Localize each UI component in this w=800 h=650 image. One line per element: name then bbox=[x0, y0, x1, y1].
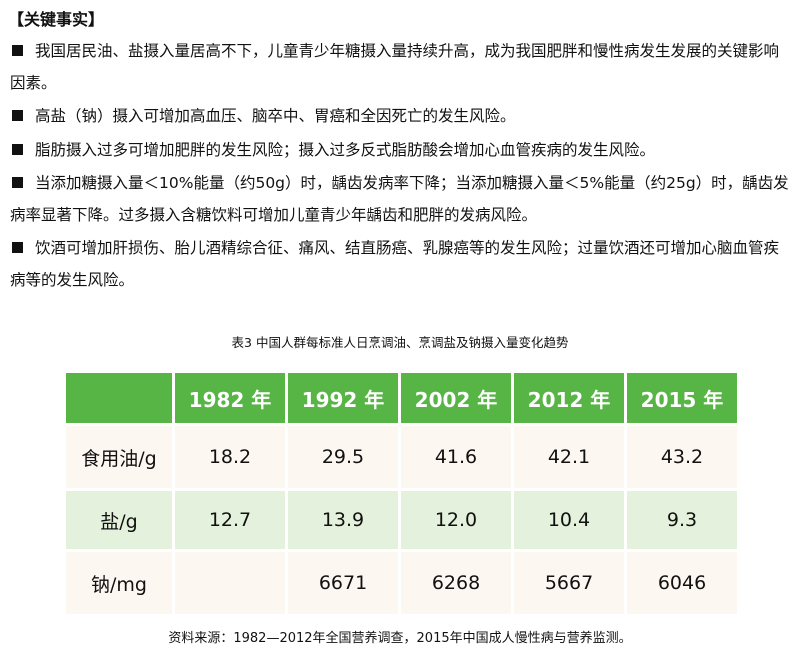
header-cell: 1992 年 bbox=[288, 373, 398, 423]
table-cell: 18.2 bbox=[175, 426, 285, 488]
table-cell: 9.3 bbox=[627, 491, 737, 549]
square-bullet-icon bbox=[12, 110, 23, 121]
row-label: 钠/mg bbox=[66, 552, 172, 614]
table-cell: 29.5 bbox=[288, 426, 398, 488]
fact-item: 高盐（钠）摄入可增加高血压、脑卒中、胃癌和全因死亡的发生风险。 bbox=[10, 101, 790, 133]
table-row: 食用油/g 18.2 29.5 41.6 42.1 43.2 bbox=[66, 426, 737, 488]
table-cell bbox=[175, 552, 285, 614]
table-cell: 43.2 bbox=[627, 426, 737, 488]
table-cell: 10.4 bbox=[514, 491, 624, 549]
table-cell: 12.0 bbox=[401, 491, 511, 549]
fact-item: 脂肪摄入过多可增加肥胖的发生风险；摄入过多反式脂肪酸会增加心血管疾病的发生风险。 bbox=[10, 135, 790, 167]
table-cell: 6671 bbox=[288, 552, 398, 614]
table-cell: 5667 bbox=[514, 552, 624, 614]
fact-text: 脂肪摄入过多可增加肥胖的发生风险；摄入过多反式脂肪酸会增加心血管疾病的发生风险。 bbox=[35, 140, 656, 159]
fact-item: 当添加糖摄入量＜10%能量（约50g）时，龋齿发病率下降；当添加糖摄入量＜5%能… bbox=[10, 168, 790, 231]
square-bullet-icon bbox=[12, 143, 23, 155]
fact-text: 高盐（钠）摄入可增加高血压、脑卒中、胃癌和全因死亡的发生风险。 bbox=[35, 107, 516, 125]
table-cell: 13.9 bbox=[288, 491, 398, 549]
header-cell: 2002 年 bbox=[401, 373, 511, 423]
row-label: 盐/g bbox=[66, 491, 172, 549]
table-cell: 6046 bbox=[627, 552, 737, 614]
fact-item: 我国居民油、盐摄入量居高不下，儿童青少年糖摄入量持续升高，成为我国肥胖和慢性病发… bbox=[10, 36, 790, 99]
table-row: 钠/mg 6671 6268 5667 6046 bbox=[66, 552, 737, 614]
fact-text: 当添加糖摄入量＜10%能量（约50g）时，龋齿发病率下降；当添加糖摄入量＜5%能… bbox=[10, 174, 789, 224]
table-cell: 42.1 bbox=[514, 426, 624, 488]
square-bullet-icon bbox=[12, 45, 23, 56]
header-cell: 2015 年 bbox=[627, 373, 737, 423]
table-row: 盐/g 12.7 13.9 12.0 10.4 9.3 bbox=[66, 491, 737, 549]
square-bullet-icon bbox=[12, 242, 23, 253]
header-cell: 2012 年 bbox=[514, 373, 624, 423]
section-title: 【关键事实】 bbox=[8, 10, 105, 29]
table-caption: 表3 中国人群每标准人日烹调油、烹调盐及钠摄入量变化趋势 bbox=[231, 335, 569, 350]
table-cell: 41.6 bbox=[401, 426, 511, 488]
fact-item: 饮酒可增加肝损伤、胎儿酒精综合征、痛风、结直肠癌、乳腺癌等的发生风险；过量饮酒还… bbox=[10, 233, 790, 296]
header-cell bbox=[66, 373, 172, 423]
facts-list: 我国居民油、盐摄入量居高不下，儿童青少年糖摄入量持续升高，成为我国肥胖和慢性病发… bbox=[10, 36, 790, 298]
table-source: 资料来源：1982—2012年全国营养调查，2015年中国成人慢性病与营养监测。 bbox=[168, 631, 632, 646]
intake-table: 1982 年 1992 年 2002 年 2012 年 2015 年 食用油/g… bbox=[63, 370, 740, 617]
fact-text: 我国居民油、盐摄入量居高不下，儿童青少年糖摄入量持续升高，成为我国肥胖和慢性病发… bbox=[10, 42, 780, 92]
table-header-row: 1982 年 1992 年 2002 年 2012 年 2015 年 bbox=[66, 373, 737, 423]
table-cell: 12.7 bbox=[175, 491, 285, 549]
table-cell: 6268 bbox=[401, 552, 511, 614]
fact-text: 饮酒可增加肝损伤、胎儿酒精综合征、痛风、结直肠癌、乳腺癌等的发生风险；过量饮酒还… bbox=[10, 239, 780, 289]
header-cell: 1982 年 bbox=[175, 373, 285, 423]
square-bullet-icon bbox=[12, 177, 23, 188]
row-label: 食用油/g bbox=[66, 426, 172, 488]
